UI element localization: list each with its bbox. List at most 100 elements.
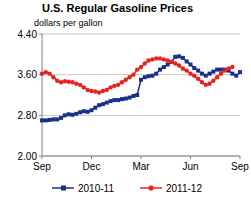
marker: [177, 63, 181, 67]
y-tick-label: 3.60: [18, 69, 38, 80]
marker: [234, 74, 238, 78]
marker: [139, 65, 143, 69]
marker: [66, 80, 70, 84]
marker: [204, 74, 208, 78]
marker: [131, 72, 135, 76]
x-tick: [42, 156, 43, 159]
marker: [177, 54, 181, 58]
marker: [211, 70, 215, 74]
marker: [97, 90, 101, 94]
x-tick-label: Sep: [33, 161, 51, 172]
marker: [93, 89, 97, 93]
marker: [63, 113, 67, 117]
x-tick-label: Sep: [231, 161, 249, 172]
x-tick-label: Jun: [182, 161, 198, 172]
marker: [105, 88, 109, 92]
marker: [78, 83, 82, 87]
marker: [44, 70, 48, 74]
marker: [184, 68, 188, 72]
marker: [169, 60, 173, 64]
marker: [124, 97, 128, 101]
series-line: [42, 58, 232, 92]
marker: [181, 66, 185, 70]
marker: [139, 78, 143, 82]
x-tick: [91, 156, 92, 159]
marker: [200, 80, 204, 84]
marker: [208, 72, 212, 76]
subtitle: dollars per gallon: [34, 18, 103, 28]
x-tick-label: Dec: [83, 161, 101, 172]
marker: [211, 79, 215, 83]
marker: [143, 61, 147, 65]
marker: [154, 56, 158, 60]
marker: [215, 75, 219, 79]
marker: [162, 65, 166, 69]
x-tick-label: Mar: [132, 161, 150, 172]
marker: [97, 103, 101, 107]
marker: [82, 109, 86, 113]
marker: [230, 72, 234, 76]
legend: 2010-11 2011-12: [52, 183, 202, 194]
marker: [120, 97, 124, 101]
y-tick-label: 4.40: [18, 29, 38, 40]
marker: [128, 96, 132, 100]
marker: [116, 83, 120, 87]
y-tick-label: 2.00: [18, 151, 38, 162]
marker: [70, 113, 74, 117]
grid-line: [42, 34, 240, 35]
marker: [158, 56, 162, 60]
marker: [154, 72, 158, 76]
marker: [169, 60, 173, 64]
marker: [204, 83, 208, 87]
marker: [51, 75, 55, 79]
marker: [74, 82, 78, 86]
marker: [189, 63, 193, 67]
marker: [219, 68, 223, 72]
marker: [196, 77, 200, 81]
marker: [135, 93, 139, 97]
marker: [70, 80, 74, 84]
marker: [120, 80, 124, 84]
marker: [59, 80, 63, 84]
marker: [90, 108, 94, 112]
marker: [131, 94, 135, 98]
marker: [173, 61, 177, 65]
marker: [230, 65, 234, 69]
marker: [89, 89, 93, 93]
marker: [192, 66, 196, 70]
y-tick-label: 2.80: [18, 110, 38, 121]
marker: [116, 98, 120, 102]
marker: [162, 57, 166, 61]
marker: [108, 85, 112, 89]
marker: [124, 78, 128, 82]
marker: [55, 79, 59, 83]
series-line: [42, 56, 240, 120]
marker: [207, 82, 211, 86]
marker: [44, 118, 48, 122]
marker: [192, 73, 196, 77]
marker: [219, 71, 223, 75]
marker: [51, 117, 55, 121]
marker: [40, 71, 44, 75]
x-tick: [190, 156, 191, 159]
legend-marker: [148, 185, 153, 190]
marker: [105, 101, 109, 105]
marker: [165, 58, 169, 62]
marker: [238, 70, 242, 74]
marker: [112, 98, 116, 102]
marker: [82, 85, 86, 89]
marker: [150, 57, 154, 61]
legend-label: 2010-11: [78, 183, 114, 194]
marker: [109, 99, 113, 103]
chart: U.S. Regular Gasoline Pricesdollars per …: [0, 0, 251, 201]
legend-label: 2011-12: [166, 183, 202, 194]
marker: [74, 112, 78, 116]
marker: [147, 74, 151, 78]
marker: [143, 75, 147, 79]
marker: [55, 117, 59, 121]
x-tick: [141, 156, 142, 159]
marker: [166, 63, 170, 67]
marker: [196, 69, 200, 73]
marker: [215, 68, 219, 72]
marker: [101, 102, 105, 106]
